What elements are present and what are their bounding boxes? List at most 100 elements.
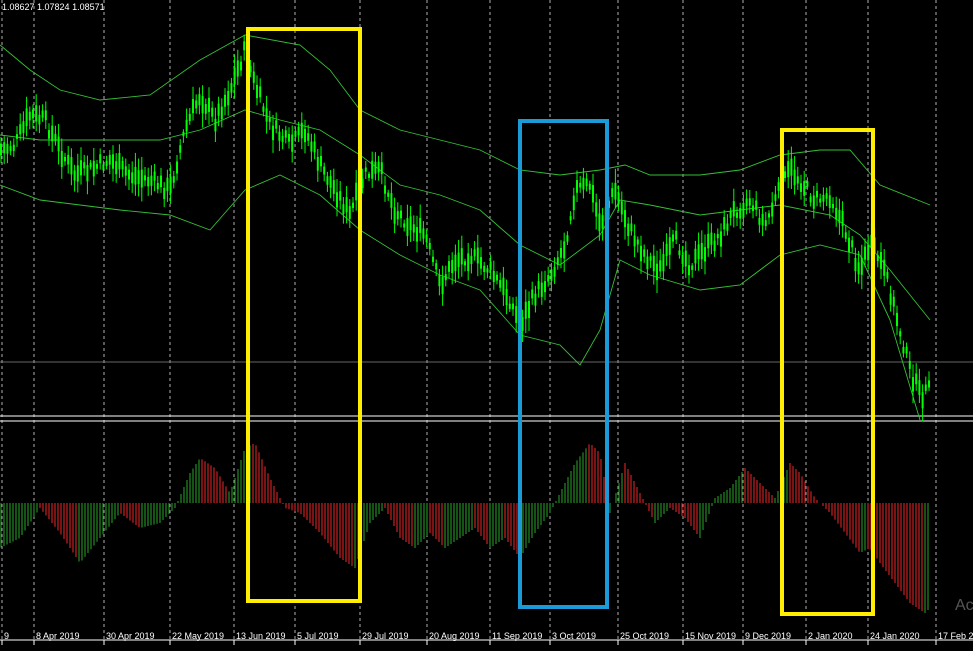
candle-body: [752, 205, 754, 211]
x-tick-label: 17 Feb 2020: [938, 631, 973, 641]
candle-body: [128, 169, 130, 180]
candle-body: [371, 160, 374, 179]
candle-body: [348, 206, 351, 219]
candle-body: [560, 247, 562, 258]
candle-body: [54, 133, 57, 142]
candle-body: [704, 247, 706, 262]
candle-body: [300, 122, 303, 139]
candle-body: [304, 128, 306, 143]
x-tick-label: 3 Oct 2019: [552, 631, 596, 641]
candle-body: [464, 261, 466, 266]
candle-body: [796, 176, 799, 184]
candle-body: [150, 175, 153, 186]
candle-body: [550, 269, 553, 281]
candle-body: [121, 160, 124, 170]
candle-body: [396, 211, 399, 220]
candle-body: [924, 384, 927, 391]
candle-body: [630, 223, 633, 232]
x-tick-label: 13 Jun 2019: [236, 631, 286, 641]
candle-body: [828, 195, 831, 208]
candle-body: [368, 173, 370, 178]
candle-body: [812, 195, 815, 209]
candle-body: [416, 227, 418, 242]
candle-body: [3, 142, 6, 154]
candle-body: [803, 181, 806, 196]
candle-body: [483, 265, 486, 273]
candle-body: [800, 183, 802, 192]
candle-body: [364, 167, 367, 172]
candle-body: [278, 131, 281, 141]
candle-body: [83, 162, 86, 169]
candle-body: [601, 215, 604, 229]
candle-body: [508, 303, 511, 309]
candle-body: [201, 96, 204, 114]
candle-body: [32, 109, 34, 119]
candle-body: [224, 94, 226, 107]
candle-body: [835, 207, 838, 220]
candle-body: [297, 126, 300, 136]
candle-body: [73, 170, 76, 181]
candle-body: [409, 216, 412, 231]
candle-body: [588, 183, 591, 190]
candle-body: [742, 202, 745, 218]
candle-body: [566, 235, 569, 242]
candle-body: [537, 281, 540, 290]
candle-body: [822, 194, 825, 202]
candle-body: [208, 97, 210, 112]
x-tick-label: 8 Apr 2019: [36, 631, 80, 641]
candle-body: [556, 257, 559, 265]
candle-body: [649, 256, 652, 261]
x-tick-label: 30 Apr 2019: [106, 631, 155, 641]
candle-body: [105, 160, 108, 167]
candle-body: [144, 175, 146, 181]
candle-body: [92, 160, 95, 177]
candle-body: [332, 180, 335, 194]
candle-body: [716, 233, 719, 239]
candle-body: [729, 211, 732, 218]
candle-body: [179, 145, 182, 153]
candle-body: [643, 249, 646, 257]
candle-body: [713, 240, 716, 252]
candle-body: [428, 242, 431, 250]
x-tick-label: 9: [4, 631, 9, 641]
candle-body: [572, 195, 575, 211]
candle-body: [192, 99, 194, 114]
candle-body: [854, 257, 857, 272]
candle-body: [96, 164, 98, 169]
candle-body: [345, 197, 348, 213]
candle-body: [294, 130, 297, 137]
candle-body: [774, 194, 777, 201]
candle-body: [547, 275, 550, 282]
candle-body: [406, 218, 409, 236]
candle-body: [764, 220, 767, 227]
candle-body: [819, 198, 822, 203]
candle-body: [80, 160, 82, 176]
x-tick-label: 24 Jan 2020: [870, 631, 920, 641]
candle-body: [425, 234, 428, 243]
candle-body: [726, 223, 729, 231]
annotation-box-blue: [518, 119, 609, 609]
candle-body: [886, 271, 889, 279]
candle-body: [579, 182, 582, 188]
candle-body: [291, 134, 294, 152]
candle-body: [435, 263, 438, 270]
candle-body: [214, 118, 217, 132]
candle-body: [784, 171, 786, 178]
candle-body: [153, 171, 156, 181]
candle-body: [422, 228, 425, 239]
candle-body: [451, 260, 454, 274]
candle-body: [310, 141, 313, 152]
candle-body: [668, 237, 671, 255]
candle-body: [732, 201, 735, 217]
candle-body: [787, 161, 790, 178]
candle-body: [496, 274, 498, 281]
band-lower-line: [0, 174, 921, 421]
x-tick-label: 15 Nov 2019: [685, 631, 736, 641]
candle-body: [553, 266, 556, 277]
candle-body: [867, 244, 870, 260]
candle-body: [896, 312, 898, 327]
candle-body: [6, 143, 9, 154]
candle-body: [454, 254, 457, 271]
candle-body: [499, 279, 502, 288]
